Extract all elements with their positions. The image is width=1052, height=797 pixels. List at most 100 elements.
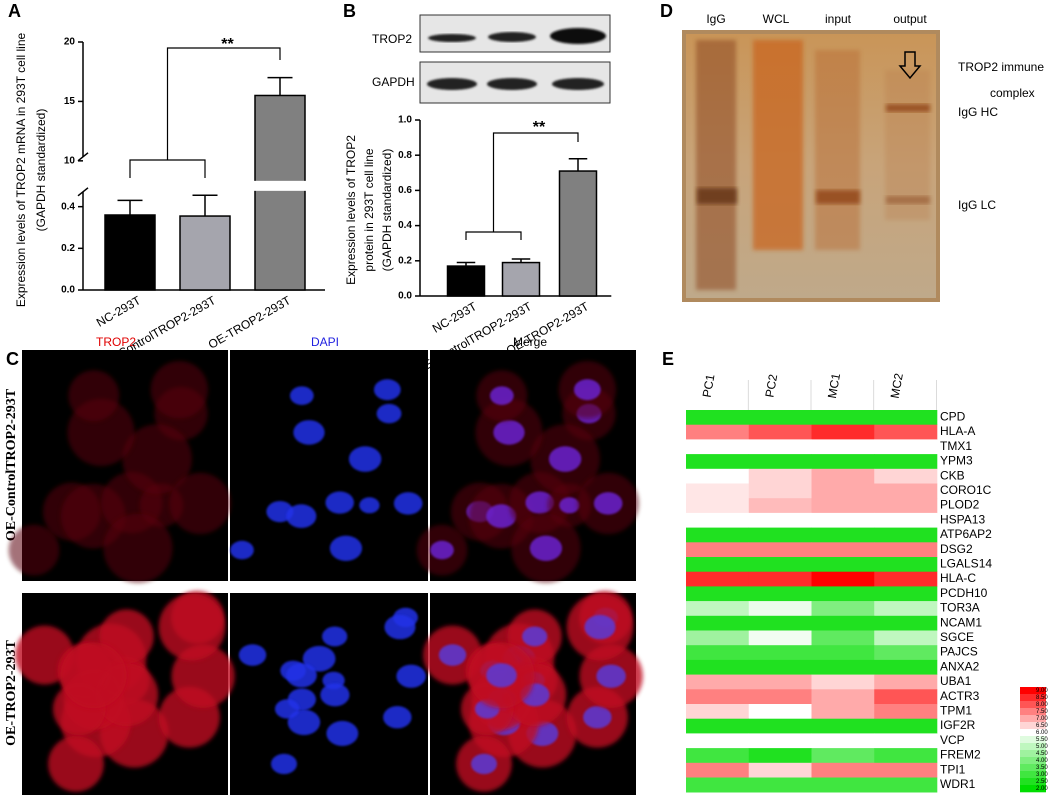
heatmap-cell <box>686 512 750 528</box>
nucleus <box>525 491 554 514</box>
blot-label: TROP2 <box>372 32 412 46</box>
heatmap-cell <box>748 645 812 661</box>
heatmap-cell <box>811 512 875 528</box>
row-label: VCP <box>940 733 965 747</box>
heatmap-cell <box>748 410 812 425</box>
y-axis-label: (GAPDH standardized) <box>380 149 394 272</box>
colorbar-label: 8.00 <box>1036 702 1048 708</box>
channel-label: TROP2 <box>96 335 136 349</box>
heatmap-cell <box>874 468 938 484</box>
colorbar-label: 2.00 <box>1036 786 1048 792</box>
heatmap-cell <box>686 645 750 661</box>
y-tick-label: 0.4 <box>398 220 412 231</box>
nucleus <box>430 540 454 560</box>
lane-label: WCL <box>763 12 790 26</box>
heatmap-cell <box>748 424 812 440</box>
row-label: WDR1 <box>940 777 976 791</box>
row-label: CKB <box>940 468 965 482</box>
cytoplasm <box>122 424 192 494</box>
gel-lane <box>815 50 860 250</box>
nucleus <box>548 446 582 472</box>
nucleus <box>325 491 354 514</box>
colorbar-swatch <box>1020 785 1046 793</box>
colorbar-label: 3.00 <box>1036 772 1048 778</box>
microscopy: TROP2 DAPI Merge OE-ControlTROP2-293T OE… <box>4 335 643 795</box>
row-label: TPI1 <box>940 762 966 776</box>
colorbar-label: 7.50 <box>1036 709 1048 715</box>
row-label: OE-ControlTROP2-293T <box>4 388 19 541</box>
heatmap-cell <box>748 454 812 470</box>
heatmap-cell <box>874 454 938 470</box>
heatmap-cell <box>686 410 750 425</box>
row-label: HLA-A <box>940 424 975 438</box>
heatmap-cell <box>748 439 812 455</box>
heatmap-cell <box>811 586 875 602</box>
heatmap-cell <box>811 777 875 793</box>
heatmap-cell <box>811 483 875 499</box>
blot-band <box>488 32 536 42</box>
row-label: CORO1C <box>940 483 992 497</box>
nucleus <box>489 386 514 406</box>
nucleus <box>320 683 350 707</box>
lane-label: input <box>825 12 852 26</box>
nucleus <box>230 540 254 560</box>
nucleus <box>529 535 563 562</box>
channel-label: DAPI <box>311 335 339 349</box>
arrow <box>898 51 922 80</box>
cytoplasm <box>103 513 173 583</box>
heatmap-cell <box>811 439 875 455</box>
gel-lane <box>753 40 803 250</box>
nucleus <box>438 644 467 666</box>
nucleus <box>286 663 317 688</box>
heatmap-cell <box>748 718 812 734</box>
bar <box>501 261 541 297</box>
gel-annotation: complex <box>990 86 1035 100</box>
heatmap-cell <box>748 586 812 602</box>
colorbar-swatch <box>1020 708 1046 716</box>
row-label: YPM3 <box>940 454 973 468</box>
heatmap-cell <box>874 674 938 690</box>
nucleus <box>274 699 300 719</box>
row-label: UBA1 <box>940 674 972 688</box>
heatmap-cell <box>686 542 750 558</box>
cytoplasm <box>150 360 209 419</box>
row-label: TMX1 <box>940 439 972 453</box>
heatmap-cell <box>874 498 938 514</box>
x-tick-label: NC-293T <box>94 293 144 330</box>
nucleus <box>396 664 426 688</box>
heatmap-cell <box>811 689 875 705</box>
heatmap-cell <box>748 748 812 764</box>
cytoplasm <box>60 642 127 709</box>
cytoplasm <box>158 593 226 661</box>
row-label: LGALS14 <box>940 557 992 571</box>
heatmap-cell <box>874 586 938 602</box>
heatmap-cell <box>748 542 812 558</box>
heatmap-cell <box>874 557 938 572</box>
nucleus <box>384 614 416 640</box>
row-label: NCAM1 <box>940 615 982 629</box>
heatmap-cell <box>811 630 875 646</box>
colorbar-swatch <box>1020 687 1046 695</box>
heatmap-cell <box>811 645 875 661</box>
colorbar-swatch <box>1020 743 1046 751</box>
cell-layer <box>15 590 235 792</box>
heatmap-cell <box>748 557 812 572</box>
colorbar-swatch <box>1020 771 1046 779</box>
row-label: ATP6AP2 <box>940 527 992 541</box>
significance-bracket <box>465 132 579 240</box>
error-bar <box>267 76 293 96</box>
heatmap-cell <box>686 659 750 675</box>
colorbar-label: 2.50 <box>1036 779 1048 785</box>
nucleus <box>238 644 267 666</box>
nucleus <box>522 626 548 647</box>
error-bar <box>568 157 588 172</box>
heatmap-cell <box>686 689 750 705</box>
cytoplasm <box>8 524 60 576</box>
heatmap-cell <box>748 512 812 528</box>
heatmap-cell <box>686 704 750 719</box>
axis-break <box>77 152 89 162</box>
y-axis-label: Expression levels of TROP2 mRNA in 293T … <box>14 33 28 308</box>
cytoplasm <box>48 736 104 792</box>
heatmap-cell <box>748 777 812 793</box>
heatmap-cell <box>874 601 938 617</box>
